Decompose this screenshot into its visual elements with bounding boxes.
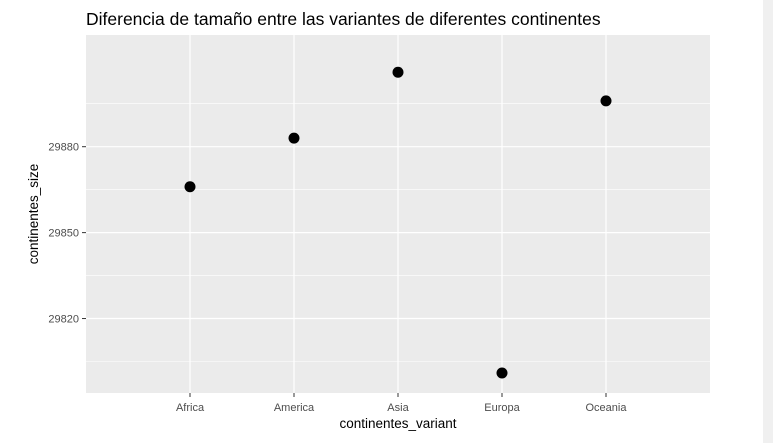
data-point <box>185 181 196 192</box>
x-tick-label: America <box>274 402 315 414</box>
window-edge <box>763 0 773 443</box>
data-point <box>497 367 508 378</box>
y-tick-label: 29880 <box>48 142 79 154</box>
y-tick-label: 29850 <box>48 228 79 240</box>
x-tick-label: Asia <box>387 402 409 414</box>
data-point <box>289 133 300 144</box>
x-tick-label: Europa <box>484 402 520 414</box>
x-axis-title: continentes_variant <box>339 416 456 431</box>
x-tick-label: Oceania <box>586 402 628 414</box>
data-point <box>393 67 404 78</box>
data-point <box>601 95 612 106</box>
y-axis-title: continentes_size <box>26 164 41 265</box>
y-tick-label: 29820 <box>48 314 79 326</box>
x-axis: Africa America Asia Europa Oceania <box>176 393 627 414</box>
y-axis: 29820 29850 29880 <box>48 142 86 326</box>
x-tick-label: Africa <box>176 402 205 414</box>
